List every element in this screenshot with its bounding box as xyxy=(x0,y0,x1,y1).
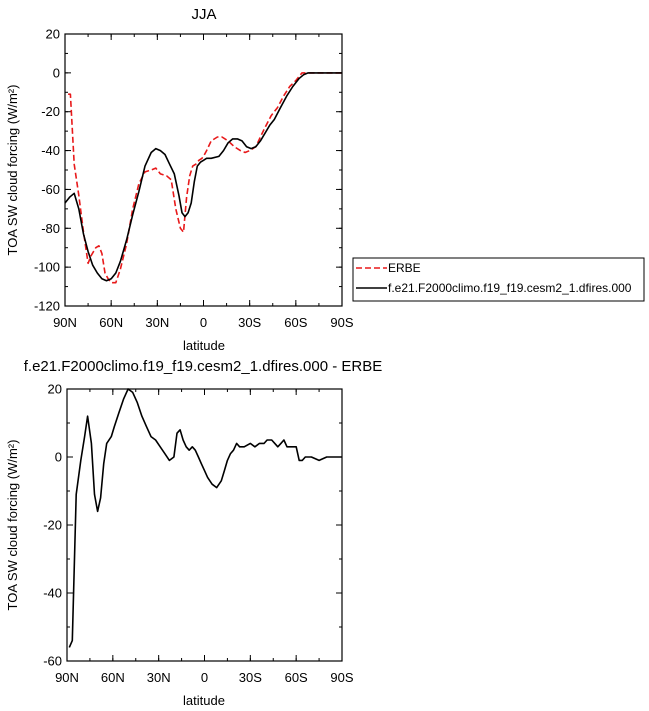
bottom-y-tick-label: -20 xyxy=(43,518,62,533)
top-series-lines xyxy=(64,72,342,284)
bottom-y-tick-label: -60 xyxy=(43,654,62,669)
legend: ERBE f.e21.F2000climo.f19_f19.cesm2_1.df… xyxy=(352,257,645,302)
top-y-tick-label: 20 xyxy=(46,27,60,42)
top-x-axis-title: latitude xyxy=(183,338,225,353)
bottom-series-line-0 xyxy=(68,388,342,648)
top-y-tick-label: -60 xyxy=(41,182,60,197)
bottom-x-tick-label: 0 xyxy=(201,670,208,685)
top-y-tick-label: -40 xyxy=(41,143,60,158)
top-series-line-0 xyxy=(68,72,342,284)
bottom-y-axis-title: TOA SW cloud forcing (W/m²) xyxy=(5,440,20,611)
bottom-x-tick-label: 90S xyxy=(330,670,353,685)
top-y-tick-label: -80 xyxy=(41,221,60,236)
bottom-panel-title: f.e21.F2000climo.f19_f19.cesm2_1.dfires.… xyxy=(24,358,383,375)
bottom-y-tick-label: 0 xyxy=(55,450,62,465)
top-y-ticks: 20 0 -20 -40 -60 -80 -100 -120 xyxy=(34,27,342,314)
bottom-x-tick-label: 90N xyxy=(55,670,79,685)
legend-frame xyxy=(352,257,645,302)
bottom-series-lines xyxy=(68,388,342,648)
bottom-y-tick-label: -40 xyxy=(43,586,62,601)
top-x-tick-label: 30S xyxy=(238,315,261,330)
top-y-axis-title: TOA SW cloud forcing (W/m²) xyxy=(5,85,20,256)
top-y-tick-label: -120 xyxy=(34,299,60,314)
top-y-tick-label: -20 xyxy=(41,104,60,119)
top-y-tick-label: 0 xyxy=(53,65,60,80)
legend-label-model: f.e21.F2000climo.f19_f19.cesm2_1.dfires.… xyxy=(388,281,632,295)
top-x-ticks: 90N 60N 30N 0 30S 60S 90S xyxy=(53,34,354,330)
top-y-tick-label: -100 xyxy=(34,260,60,275)
bottom-x-tick-label: 30S xyxy=(239,670,262,685)
top-panel-title: JJA xyxy=(191,6,216,23)
top-x-tick-label: 30N xyxy=(145,315,169,330)
top-x-tick-label: 60S xyxy=(284,315,307,330)
top-x-tick-label: 0 xyxy=(200,315,207,330)
bottom-plot-frame xyxy=(66,388,343,662)
bottom-x-tick-label: 60N xyxy=(101,670,125,685)
top-x-tick-label: 60N xyxy=(99,315,123,330)
top-panel: JJA 20 0 -20 -40 -60 -80 -100 -120 90N 60N 30N 0 30… xyxy=(5,6,354,353)
top-x-tick-label: 90S xyxy=(330,315,353,330)
bottom-x-tick-label: 30N xyxy=(147,670,171,685)
top-series-line-1 xyxy=(64,72,342,282)
top-x-tick-label: 90N xyxy=(53,315,77,330)
bottom-panel: f.e21.F2000climo.f19_f19.cesm2_1.dfires.… xyxy=(5,358,382,708)
bottom-y-tick-label: 20 xyxy=(48,382,62,397)
legend-label-erbe: ERBE xyxy=(388,261,421,275)
bottom-x-ticks: 90N 60N 30N 0 30S 60S 90S xyxy=(55,389,354,685)
bottom-x-tick-label: 60S xyxy=(285,670,308,685)
bottom-x-axis-title: latitude xyxy=(183,693,225,708)
